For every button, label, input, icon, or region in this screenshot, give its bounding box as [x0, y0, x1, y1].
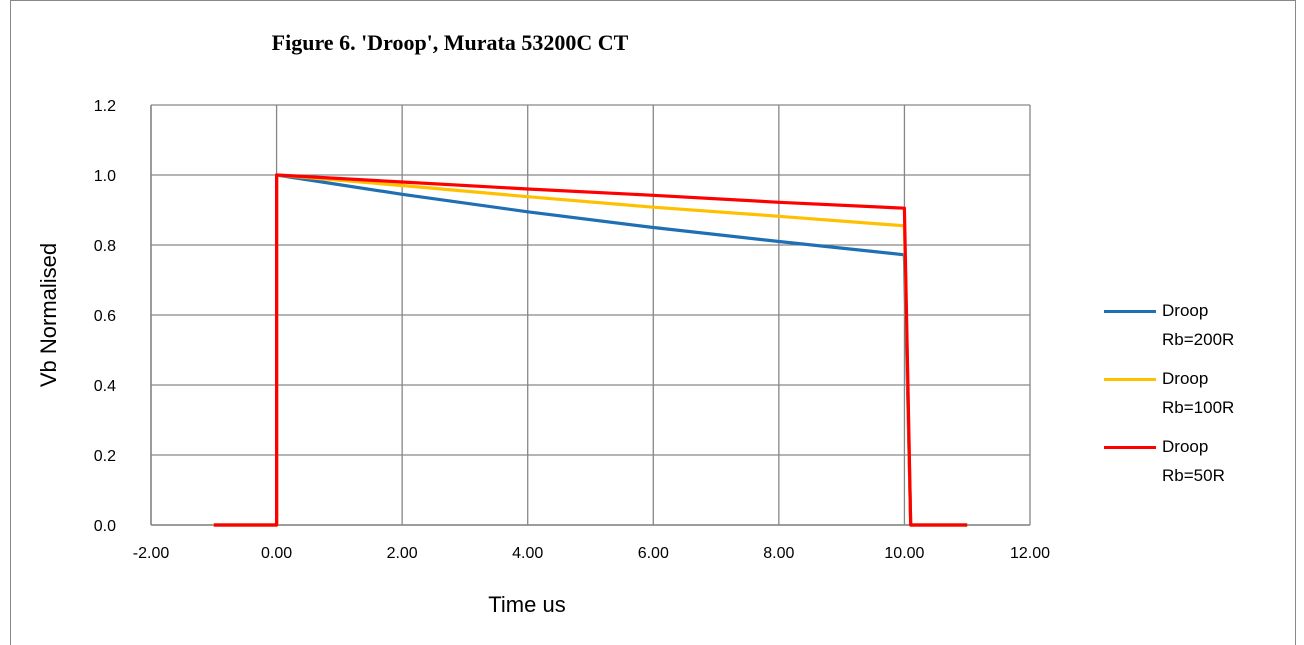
legend-swatch — [1104, 446, 1156, 449]
x-tick-label: 2.00 — [387, 545, 418, 562]
x-tick-label: 10.00 — [884, 545, 924, 562]
chart-title: Figure 6. 'Droop', Murata 53200C CT — [271, 30, 629, 55]
legend-label-line: Droop — [1162, 301, 1209, 320]
legend-item: Droop Rb=100R — [1100, 364, 1280, 432]
legend-item: Droop Rb=200R — [1100, 296, 1280, 364]
legend-label: Droop Rb=50R — [1162, 432, 1272, 490]
y-tick-label: 0.2 — [94, 448, 116, 465]
x-tick-label: -2.00 — [133, 545, 170, 562]
legend: Droop Rb=200R Droop Rb=100R Droop Rb=50R — [1100, 296, 1280, 500]
legend-label-line: Droop — [1162, 369, 1209, 388]
y-tick-label: 0.6 — [94, 308, 116, 325]
legend-label-line: Rb=100R — [1162, 398, 1235, 417]
x-tick-label: 4.00 — [512, 545, 543, 562]
grid-lines — [150, 104, 1031, 526]
legend-label-line: Rb=200R — [1162, 330, 1235, 349]
legend-swatch — [1104, 310, 1156, 313]
x-axis-title: Time us — [488, 592, 565, 617]
series-lines — [213, 173, 968, 527]
legend-label-line: Droop — [1162, 437, 1209, 456]
x-tick-label: 8.00 — [763, 545, 794, 562]
y-tick-label: 0.8 — [94, 238, 116, 255]
series-line-1 — [213, 173, 968, 527]
legend-label-line: Rb=50R — [1162, 466, 1225, 485]
legend-label: Droop Rb=100R — [1162, 364, 1272, 422]
legend-label: Droop Rb=200R — [1162, 296, 1272, 354]
x-tick-label: 0.00 — [261, 545, 292, 562]
series-line-0 — [213, 173, 968, 527]
x-tick-label: 6.00 — [638, 545, 669, 562]
tick-labels: -2.00 0.00 2.00 4.00 6.00 8.00 10.00 12.00 0.0 0.… — [94, 98, 1050, 562]
y-tick-label: 1.0 — [94, 168, 116, 185]
chart-frame — [10, 0, 1296, 645]
y-tick-label: 1.2 — [94, 98, 116, 115]
axes — [150, 105, 1030, 526]
legend-item: Droop Rb=50R — [1100, 432, 1280, 500]
x-tick-label: 12.00 — [1010, 545, 1050, 562]
y-tick-label: 0.4 — [94, 378, 116, 395]
legend-swatch — [1104, 378, 1156, 381]
y-axis-title: Vb Normalised — [36, 243, 61, 387]
series-line-2 — [213, 173, 968, 527]
y-tick-label: 0.0 — [94, 518, 116, 535]
